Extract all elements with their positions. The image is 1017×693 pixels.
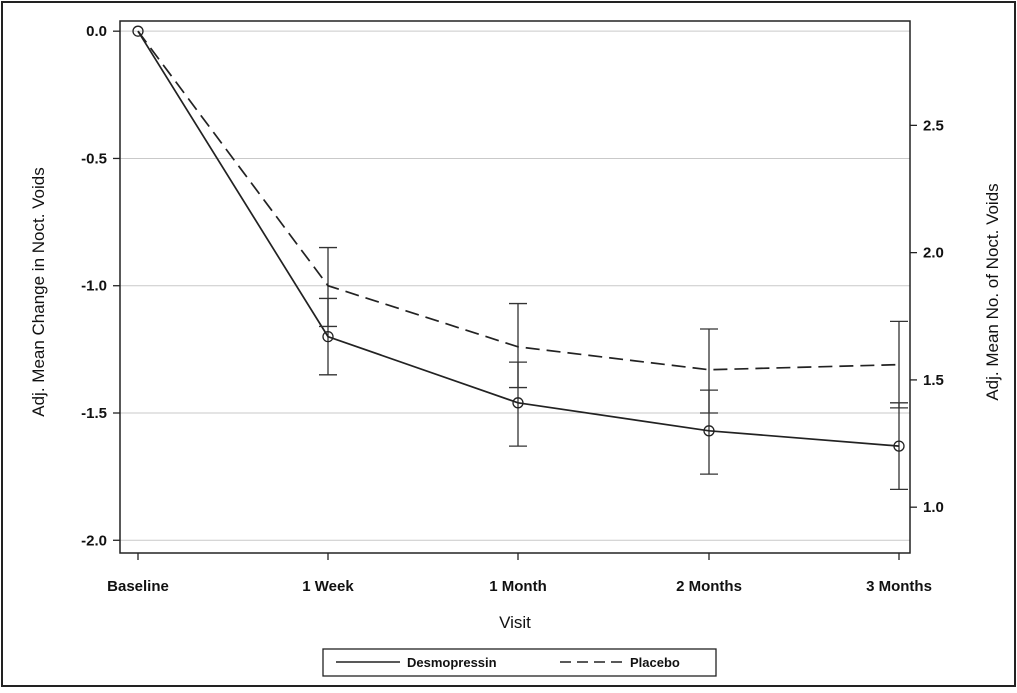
left-y-axis: 0.0 -0.5 -1.0 -1.5 -2.0	[81, 23, 120, 549]
data-point	[893, 440, 905, 452]
legend-label-placebo: Placebo	[630, 655, 680, 670]
x-tick-label: Baseline	[107, 578, 169, 595]
left-y-tick-label: -2.0	[81, 532, 107, 549]
legend-label-desmopressin: Desmopressin	[407, 655, 497, 670]
right-y-tick-label: 2.0	[923, 245, 944, 262]
left-y-tick-label: -0.5	[81, 150, 107, 167]
right-y-axis-title: Adj. Mean No. of Noct. Voids	[983, 183, 1002, 400]
grid-lines	[120, 30, 910, 541]
right-y-tick-label: 1.5	[923, 372, 944, 389]
x-axis: Baseline 1 Week 1 Month 2 Months 3 Months	[107, 553, 932, 595]
left-y-tick-label: -1.5	[81, 405, 107, 422]
x-axis-title: Visit	[499, 613, 531, 632]
plot-area-frame	[119, 20, 911, 554]
right-y-axis: 2.5 2.0 1.5 1.0	[910, 117, 944, 516]
series-line-placebo	[137, 30, 900, 371]
series-layer	[132, 25, 908, 491]
legend: Desmopressin Placebo	[322, 648, 717, 677]
right-y-tick-label: 2.5	[923, 117, 944, 134]
x-tick-label: 1 Week	[302, 578, 354, 595]
right-y-tick-label: 1.0	[923, 499, 944, 516]
left-y-tick-label: 0.0	[86, 23, 107, 40]
data-point	[132, 25, 144, 37]
x-tick-label: 1 Month	[489, 578, 547, 595]
data-point	[703, 425, 715, 437]
x-tick-label: 2 Months	[676, 578, 742, 595]
x-tick-label: 3 Months	[866, 578, 932, 595]
data-point	[322, 330, 334, 343]
series-placebo	[137, 30, 908, 414]
left-y-tick-label: -1.0	[81, 278, 107, 295]
data-point	[512, 397, 524, 409]
left-y-axis-title: Adj. Mean Change in Noct. Voids	[29, 167, 48, 416]
series-line-desmopressin	[137, 30, 900, 447]
